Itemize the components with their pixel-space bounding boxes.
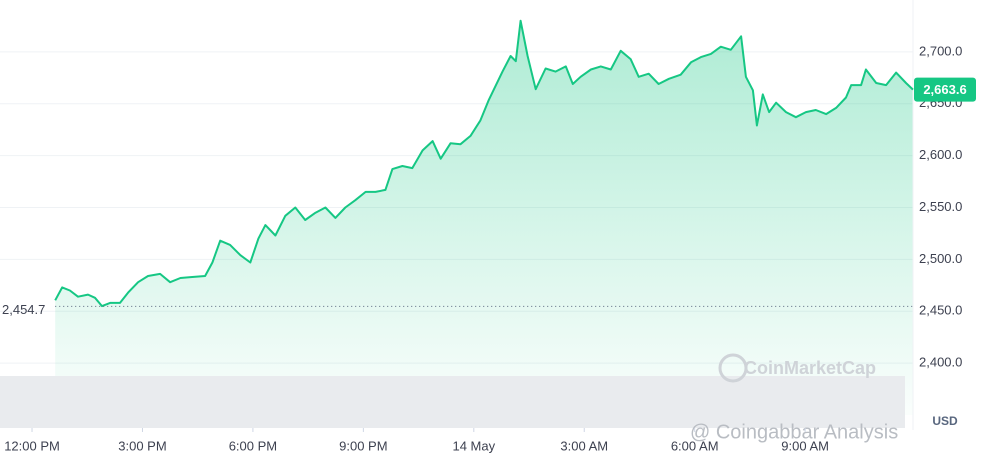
reference-label: 2,454.7 [2,302,45,317]
x-tick-label: 3:00 AM [560,438,608,453]
current-price-label: 2,663.6 [923,82,966,97]
x-tick-label: 6:00 PM [229,438,277,453]
y-tick-label: 2,600.0 [919,147,962,162]
x-tick-label: 9:00 AM [781,438,829,453]
y-tick-label: 2,400.0 [919,355,962,370]
current-price-badge [914,77,976,102]
currency-label: USD [932,414,958,428]
y-tick-label: 2,700.0 [919,43,962,58]
watermark-logo [718,353,748,383]
x-tick-label: 6:00 AM [671,438,719,453]
y-tick-label: 2,450.0 [919,303,962,318]
x-tick-label: 9:00 PM [339,438,387,453]
watermark: @ Coingabbar Analysis [690,421,898,443]
y-tick-label: 2,500.0 [919,251,962,266]
x-tick-label: 12:00 PM [4,438,60,453]
price-line [54,19,914,308]
x-tick-label: 3:00 PM [118,438,166,453]
y-tick-label: 2,550.0 [919,199,962,214]
volume-backdrop [0,376,905,428]
x-tick-label: 14 May [452,438,495,453]
watermark: CoinMarketCap [744,358,876,378]
price-area [55,20,913,416]
